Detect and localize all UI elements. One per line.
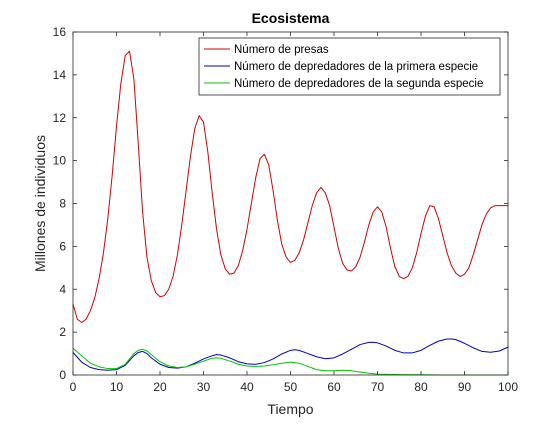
legend: Número de presas Número de depredadores d…	[198, 37, 501, 96]
y-tick-label: 12	[53, 111, 67, 125]
series-line-3	[72, 347, 508, 376]
x-tick-label: 40	[240, 380, 254, 394]
axes-layer: 0 10 20 30 40 50 60 70 80 90 100 0 2 4 6 8 10 12 14 16	[53, 25, 519, 394]
legend-label: Número de depredadores de la primera esp…	[234, 61, 478, 73]
legend-label: Número de depredadores de la segunda esp…	[234, 78, 483, 90]
x-axis-title: Tiempo	[267, 401, 313, 417]
x-tick-label: 0	[70, 380, 77, 394]
legend-label: Número de presas	[234, 44, 329, 56]
x-tick-label: 90	[458, 380, 472, 394]
y-tick-label: 0	[59, 368, 66, 382]
x-tick-label: 20	[153, 380, 167, 394]
x-tick-label: 60	[327, 380, 341, 394]
x-tick-label: 80	[414, 380, 428, 394]
y-tick-label: 14	[53, 68, 67, 82]
series-line-1	[72, 50, 508, 323]
y-tick-label: 2	[59, 325, 66, 339]
series-layer	[72, 50, 509, 376]
legend-box	[198, 37, 501, 96]
x-tick-label: 70	[371, 380, 385, 394]
x-tick-label: 50	[284, 380, 298, 394]
y-tick-label: 6	[59, 239, 66, 253]
series-line-2	[72, 338, 509, 371]
x-tick-label: 30	[197, 380, 211, 394]
y-tick-label: 4	[59, 282, 66, 296]
x-tick-label: 10	[110, 380, 124, 394]
y-tick-label: 8	[59, 197, 66, 211]
chart-title: Ecosistema	[252, 10, 330, 26]
y-tick-label: 16	[53, 25, 67, 39]
x-tick-label: 100	[498, 380, 518, 394]
y-axis-title: Millones de individuos	[32, 135, 48, 272]
y-tick-label: 10	[53, 154, 67, 168]
